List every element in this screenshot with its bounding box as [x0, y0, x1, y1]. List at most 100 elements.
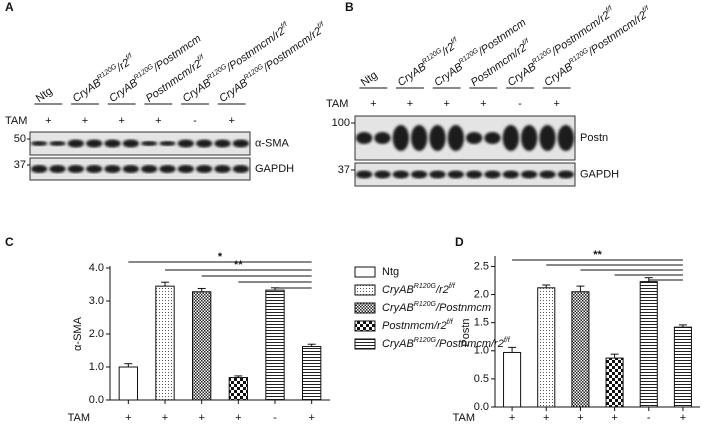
text-run: f/f — [522, 37, 532, 47]
text-run: f/f — [197, 53, 207, 63]
legend-swatch — [354, 320, 376, 332]
blot-band — [521, 125, 538, 151]
tam-sign: + — [370, 98, 376, 110]
y-tick-label: 2.0 — [89, 328, 104, 340]
blot-band — [196, 165, 213, 173]
blot-band — [374, 132, 391, 144]
blot-band — [159, 165, 176, 173]
text-run: Ntg — [359, 69, 380, 89]
text-run: Ntg — [34, 85, 55, 105]
blot-band — [232, 165, 249, 173]
tam-sign: + — [228, 115, 234, 127]
bar — [605, 357, 624, 408]
blot-band — [356, 170, 373, 179]
text-run: /r2 — [435, 284, 449, 296]
text-run: f/f — [642, 5, 652, 15]
blot-band — [141, 141, 158, 146]
x-tick-label: + — [680, 412, 686, 424]
group-label: Postnmcm/r2f/f — [144, 53, 210, 104]
blot-band — [214, 165, 231, 173]
blot-band — [374, 170, 391, 179]
blot-band — [122, 165, 139, 173]
tam-sign: + — [155, 115, 161, 127]
y-tick-label: 3.0 — [89, 295, 104, 307]
x-tick-label: + — [543, 412, 549, 424]
bar — [302, 346, 322, 401]
text-run: f/f — [125, 52, 135, 62]
blot-strip — [354, 162, 576, 187]
group-label: Ntg — [34, 85, 55, 105]
y-tick-label: 0.0 — [89, 394, 104, 406]
text-run: Postnmcm/r2 — [382, 320, 447, 332]
y-tick-label: 1.0 — [89, 361, 104, 373]
blot-band — [196, 139, 213, 148]
blot-band — [31, 165, 48, 173]
text-run: f/f — [504, 337, 511, 344]
tam-sign: + — [553, 98, 559, 110]
y-tick-label: 2.0 — [474, 288, 489, 300]
group-label: CryABR120G/r2f/f — [70, 52, 138, 105]
x-tick-label: + — [198, 412, 204, 424]
x-tick-label: + — [125, 412, 131, 424]
marker-label: 50 — [14, 133, 26, 145]
blot-band — [232, 139, 249, 148]
legend-label: CryABR120G/Postnmcm — [382, 301, 491, 314]
tam-sign: + — [45, 115, 51, 127]
bar — [228, 377, 249, 401]
text-run: f/f — [317, 21, 327, 31]
legend-swatch — [354, 284, 376, 296]
legend-label: Ntg — [382, 266, 399, 278]
blot-band — [502, 125, 519, 151]
text-run: CryAB — [382, 302, 414, 314]
text-run: f/f — [447, 319, 454, 326]
blot-strip — [29, 157, 251, 181]
blot-strip — [354, 115, 576, 161]
tam-sign: - — [518, 98, 522, 110]
text-run: R120G — [414, 283, 437, 290]
significance-label: ** — [593, 249, 602, 261]
x-tick-label: + — [162, 412, 168, 424]
blot-band — [557, 170, 574, 179]
text-run: f/f — [605, 5, 615, 15]
tam-label: TAM — [326, 98, 348, 110]
text-run: R120G — [414, 337, 437, 344]
band-label: GAPDH — [580, 168, 619, 180]
x-tick-label: + — [509, 412, 515, 424]
blot-band — [466, 170, 483, 179]
text-run: f/f — [449, 283, 456, 290]
bar — [192, 291, 212, 401]
group-label: CryABR120G/r2f/f — [395, 36, 463, 89]
text-run: /Postnmcm/r2 — [435, 338, 504, 350]
text-run: /Postnmcm — [435, 302, 491, 314]
y-tick-label: 1.0 — [474, 345, 489, 357]
blot-band — [122, 139, 139, 148]
panel-label: C — [5, 235, 14, 249]
group-label: Ntg — [359, 69, 380, 89]
panel-label: D — [455, 235, 464, 249]
x-tick-label: - — [647, 412, 651, 424]
blot-band — [67, 165, 85, 173]
significance-label: * — [218, 251, 223, 263]
tam-sign: + — [118, 115, 124, 127]
blot-band — [521, 170, 538, 179]
text-run: CryAB — [382, 284, 414, 296]
blot-band — [141, 165, 158, 173]
blot-band — [86, 139, 103, 148]
x-tick-label: + — [308, 412, 314, 424]
blot-band — [411, 170, 428, 179]
tam-sign: + — [443, 98, 449, 110]
tam-sign: + — [407, 98, 413, 110]
legend-label: Postnmcm/r2f/f — [382, 319, 454, 332]
group-label: Postnmcm/r2f/f — [469, 37, 535, 88]
blot-band — [429, 170, 446, 179]
y-axis-label: α-SMA — [72, 316, 84, 351]
y-axis-label: Postn — [460, 318, 472, 346]
blot-band — [447, 125, 465, 151]
blot-band — [484, 170, 501, 179]
tam-sign: - — [193, 115, 197, 127]
band-label: α-SMA — [255, 137, 290, 149]
panel-label: B — [345, 0, 354, 14]
bar — [673, 326, 692, 408]
band-label: Postn — [580, 132, 608, 144]
tam-label: TAM — [5, 115, 27, 127]
